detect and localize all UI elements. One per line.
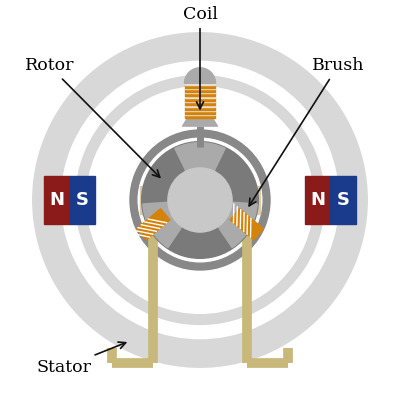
Bar xyxy=(140,186,153,214)
Bar xyxy=(186,115,214,118)
Bar xyxy=(186,98,214,101)
Bar xyxy=(186,83,214,85)
Text: S: S xyxy=(76,191,89,209)
Bar xyxy=(186,93,214,96)
Wedge shape xyxy=(130,130,270,270)
Bar xyxy=(186,101,214,102)
Polygon shape xyxy=(137,209,170,240)
Bar xyxy=(186,96,214,98)
Polygon shape xyxy=(182,118,218,126)
Wedge shape xyxy=(33,33,367,367)
Bar xyxy=(186,85,214,88)
Bar xyxy=(186,102,214,105)
Bar xyxy=(186,106,214,110)
Bar xyxy=(44,176,70,224)
Wedge shape xyxy=(184,68,216,83)
Bar xyxy=(186,92,214,93)
Circle shape xyxy=(142,142,258,258)
Wedge shape xyxy=(143,200,200,248)
Text: S: S xyxy=(336,191,350,209)
Bar xyxy=(247,186,260,214)
Wedge shape xyxy=(175,143,225,200)
Text: Stator: Stator xyxy=(37,342,126,376)
Bar xyxy=(186,114,214,115)
Text: Coil: Coil xyxy=(182,6,218,109)
Bar xyxy=(186,88,214,89)
Bar xyxy=(186,105,214,106)
Text: N: N xyxy=(50,191,64,209)
Circle shape xyxy=(168,168,232,232)
Wedge shape xyxy=(76,76,324,324)
Polygon shape xyxy=(230,209,263,240)
Bar xyxy=(186,111,214,114)
Text: Rotor: Rotor xyxy=(24,57,160,177)
Text: N: N xyxy=(310,191,325,209)
Bar xyxy=(330,176,356,224)
Bar xyxy=(186,110,214,111)
Bar xyxy=(305,176,330,224)
Wedge shape xyxy=(200,200,257,248)
Bar xyxy=(186,89,214,92)
Text: Brush: Brush xyxy=(249,57,364,206)
Bar xyxy=(70,176,95,224)
